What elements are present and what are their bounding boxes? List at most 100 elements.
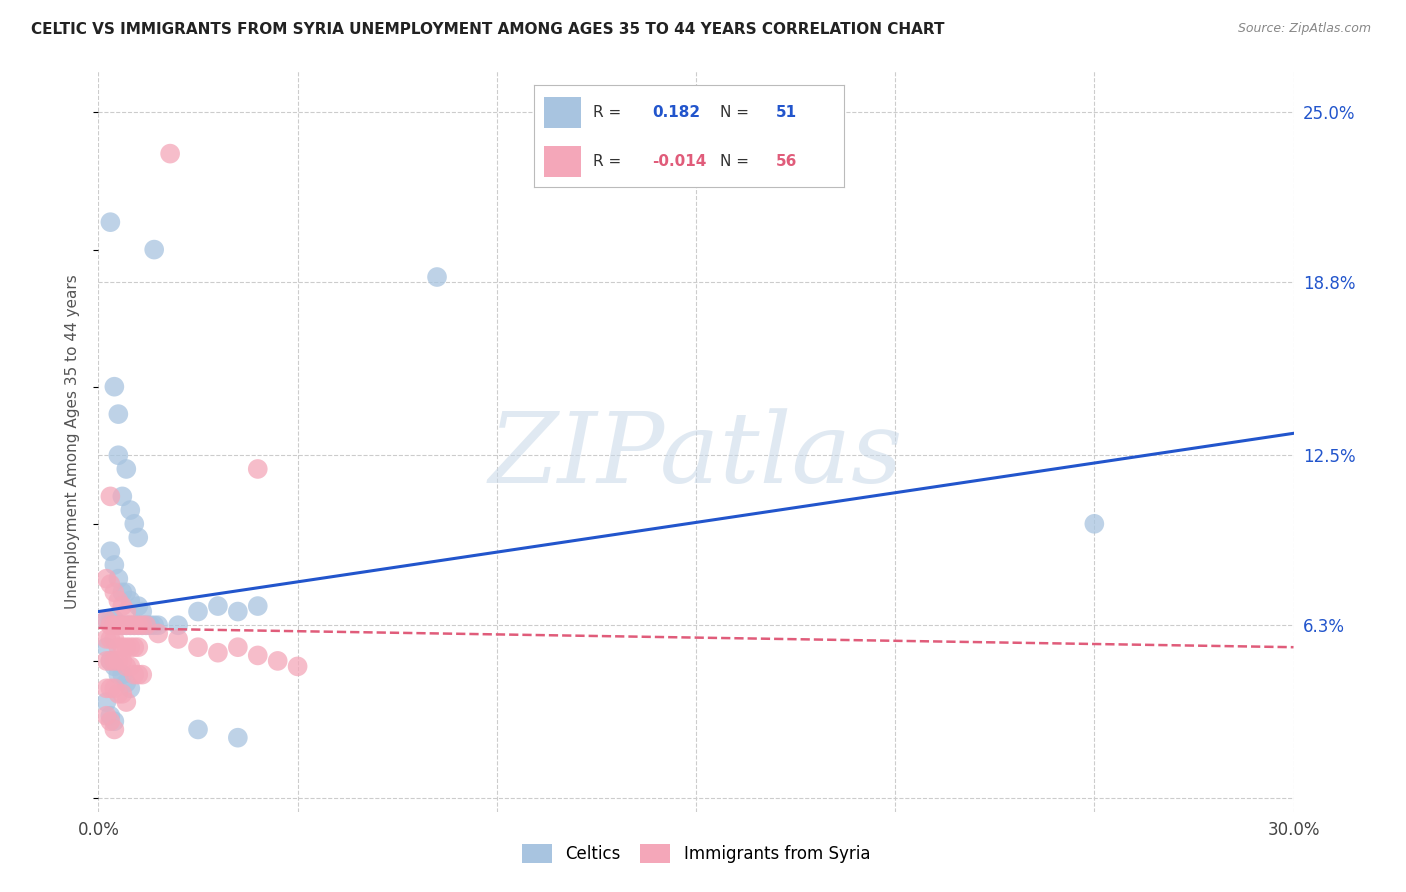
Point <box>111 618 134 632</box>
Point <box>103 681 125 696</box>
Point <box>111 618 134 632</box>
Point <box>96 613 118 627</box>
Point <box>111 585 134 599</box>
Point <box>120 659 142 673</box>
Text: CELTIC VS IMMIGRANTS FROM SYRIA UNEMPLOYMENT AMONG AGES 35 TO 44 YEARS CORRELATI: CELTIC VS IMMIGRANTS FROM SYRIA UNEMPLOY… <box>31 22 945 37</box>
Point <box>115 618 138 632</box>
Point <box>98 708 122 723</box>
Point <box>96 708 118 723</box>
Point <box>98 215 122 229</box>
Point <box>167 632 190 646</box>
Point <box>111 687 134 701</box>
Point <box>98 613 122 627</box>
Point <box>96 632 118 646</box>
Point <box>131 667 153 681</box>
Point <box>124 516 146 531</box>
Point <box>107 618 129 632</box>
Point <box>107 618 129 632</box>
Point <box>107 448 129 462</box>
Point <box>115 695 138 709</box>
Point <box>124 618 146 632</box>
Point <box>115 676 138 690</box>
Point <box>246 462 269 476</box>
Point <box>111 599 134 613</box>
Point <box>127 640 149 655</box>
Point <box>115 585 138 599</box>
Point <box>111 489 134 503</box>
Point <box>207 599 229 613</box>
Point <box>98 714 122 729</box>
Point <box>120 618 142 632</box>
Point <box>148 618 170 632</box>
Point <box>115 640 138 655</box>
Bar <box>544 97 581 128</box>
Point <box>103 618 125 632</box>
Text: 56: 56 <box>776 154 797 169</box>
Point <box>103 558 125 572</box>
Point <box>246 648 269 663</box>
Point <box>426 270 449 285</box>
Point <box>107 593 129 607</box>
Point <box>115 462 138 476</box>
Point <box>131 605 153 619</box>
Point <box>226 731 249 745</box>
Point <box>103 723 125 737</box>
Point <box>111 667 134 681</box>
Point <box>1083 516 1105 531</box>
Point <box>98 654 122 668</box>
Point <box>107 687 129 701</box>
Point <box>111 640 134 655</box>
Point <box>107 667 129 681</box>
Point <box>127 618 149 632</box>
Point <box>98 489 122 503</box>
Point <box>96 695 118 709</box>
Point <box>124 640 146 655</box>
Point <box>287 659 309 673</box>
Point <box>120 503 142 517</box>
Text: Source: ZipAtlas.com: Source: ZipAtlas.com <box>1237 22 1371 36</box>
Point <box>187 723 209 737</box>
Point <box>143 243 166 257</box>
Point <box>167 618 190 632</box>
Point <box>115 605 138 619</box>
Point <box>187 640 209 655</box>
Point <box>96 613 118 627</box>
Point <box>96 572 118 586</box>
Point <box>103 714 125 729</box>
Point <box>120 618 142 632</box>
Point <box>103 585 125 599</box>
Point <box>226 605 249 619</box>
Point <box>111 654 134 668</box>
Point <box>131 618 153 632</box>
Point <box>107 654 129 668</box>
Point <box>246 599 269 613</box>
Point <box>131 618 153 632</box>
Point <box>120 681 142 696</box>
Point <box>148 626 170 640</box>
Point <box>98 654 122 668</box>
Legend: Celtics, Immigrants from Syria: Celtics, Immigrants from Syria <box>515 838 877 870</box>
Point <box>127 667 149 681</box>
Point <box>96 654 118 668</box>
Text: 51: 51 <box>776 105 797 120</box>
Point <box>96 640 118 655</box>
Point <box>135 618 157 632</box>
Text: 0.182: 0.182 <box>652 105 700 120</box>
Point <box>103 632 125 646</box>
Point <box>103 654 125 668</box>
Text: ZIPatlas: ZIPatlas <box>489 409 903 504</box>
Text: -0.014: -0.014 <box>652 154 706 169</box>
Point <box>98 632 122 646</box>
Text: R =: R = <box>593 154 626 169</box>
Bar <box>544 146 581 177</box>
Point <box>115 618 138 632</box>
Point <box>103 613 125 627</box>
Point <box>98 618 122 632</box>
Point <box>115 659 138 673</box>
Point <box>127 599 149 613</box>
Y-axis label: Unemployment Among Ages 35 to 44 years: Unemployment Among Ages 35 to 44 years <box>65 274 80 609</box>
Point <box>267 654 290 668</box>
Point <box>187 605 209 619</box>
Point <box>98 577 122 591</box>
Point <box>96 681 118 696</box>
